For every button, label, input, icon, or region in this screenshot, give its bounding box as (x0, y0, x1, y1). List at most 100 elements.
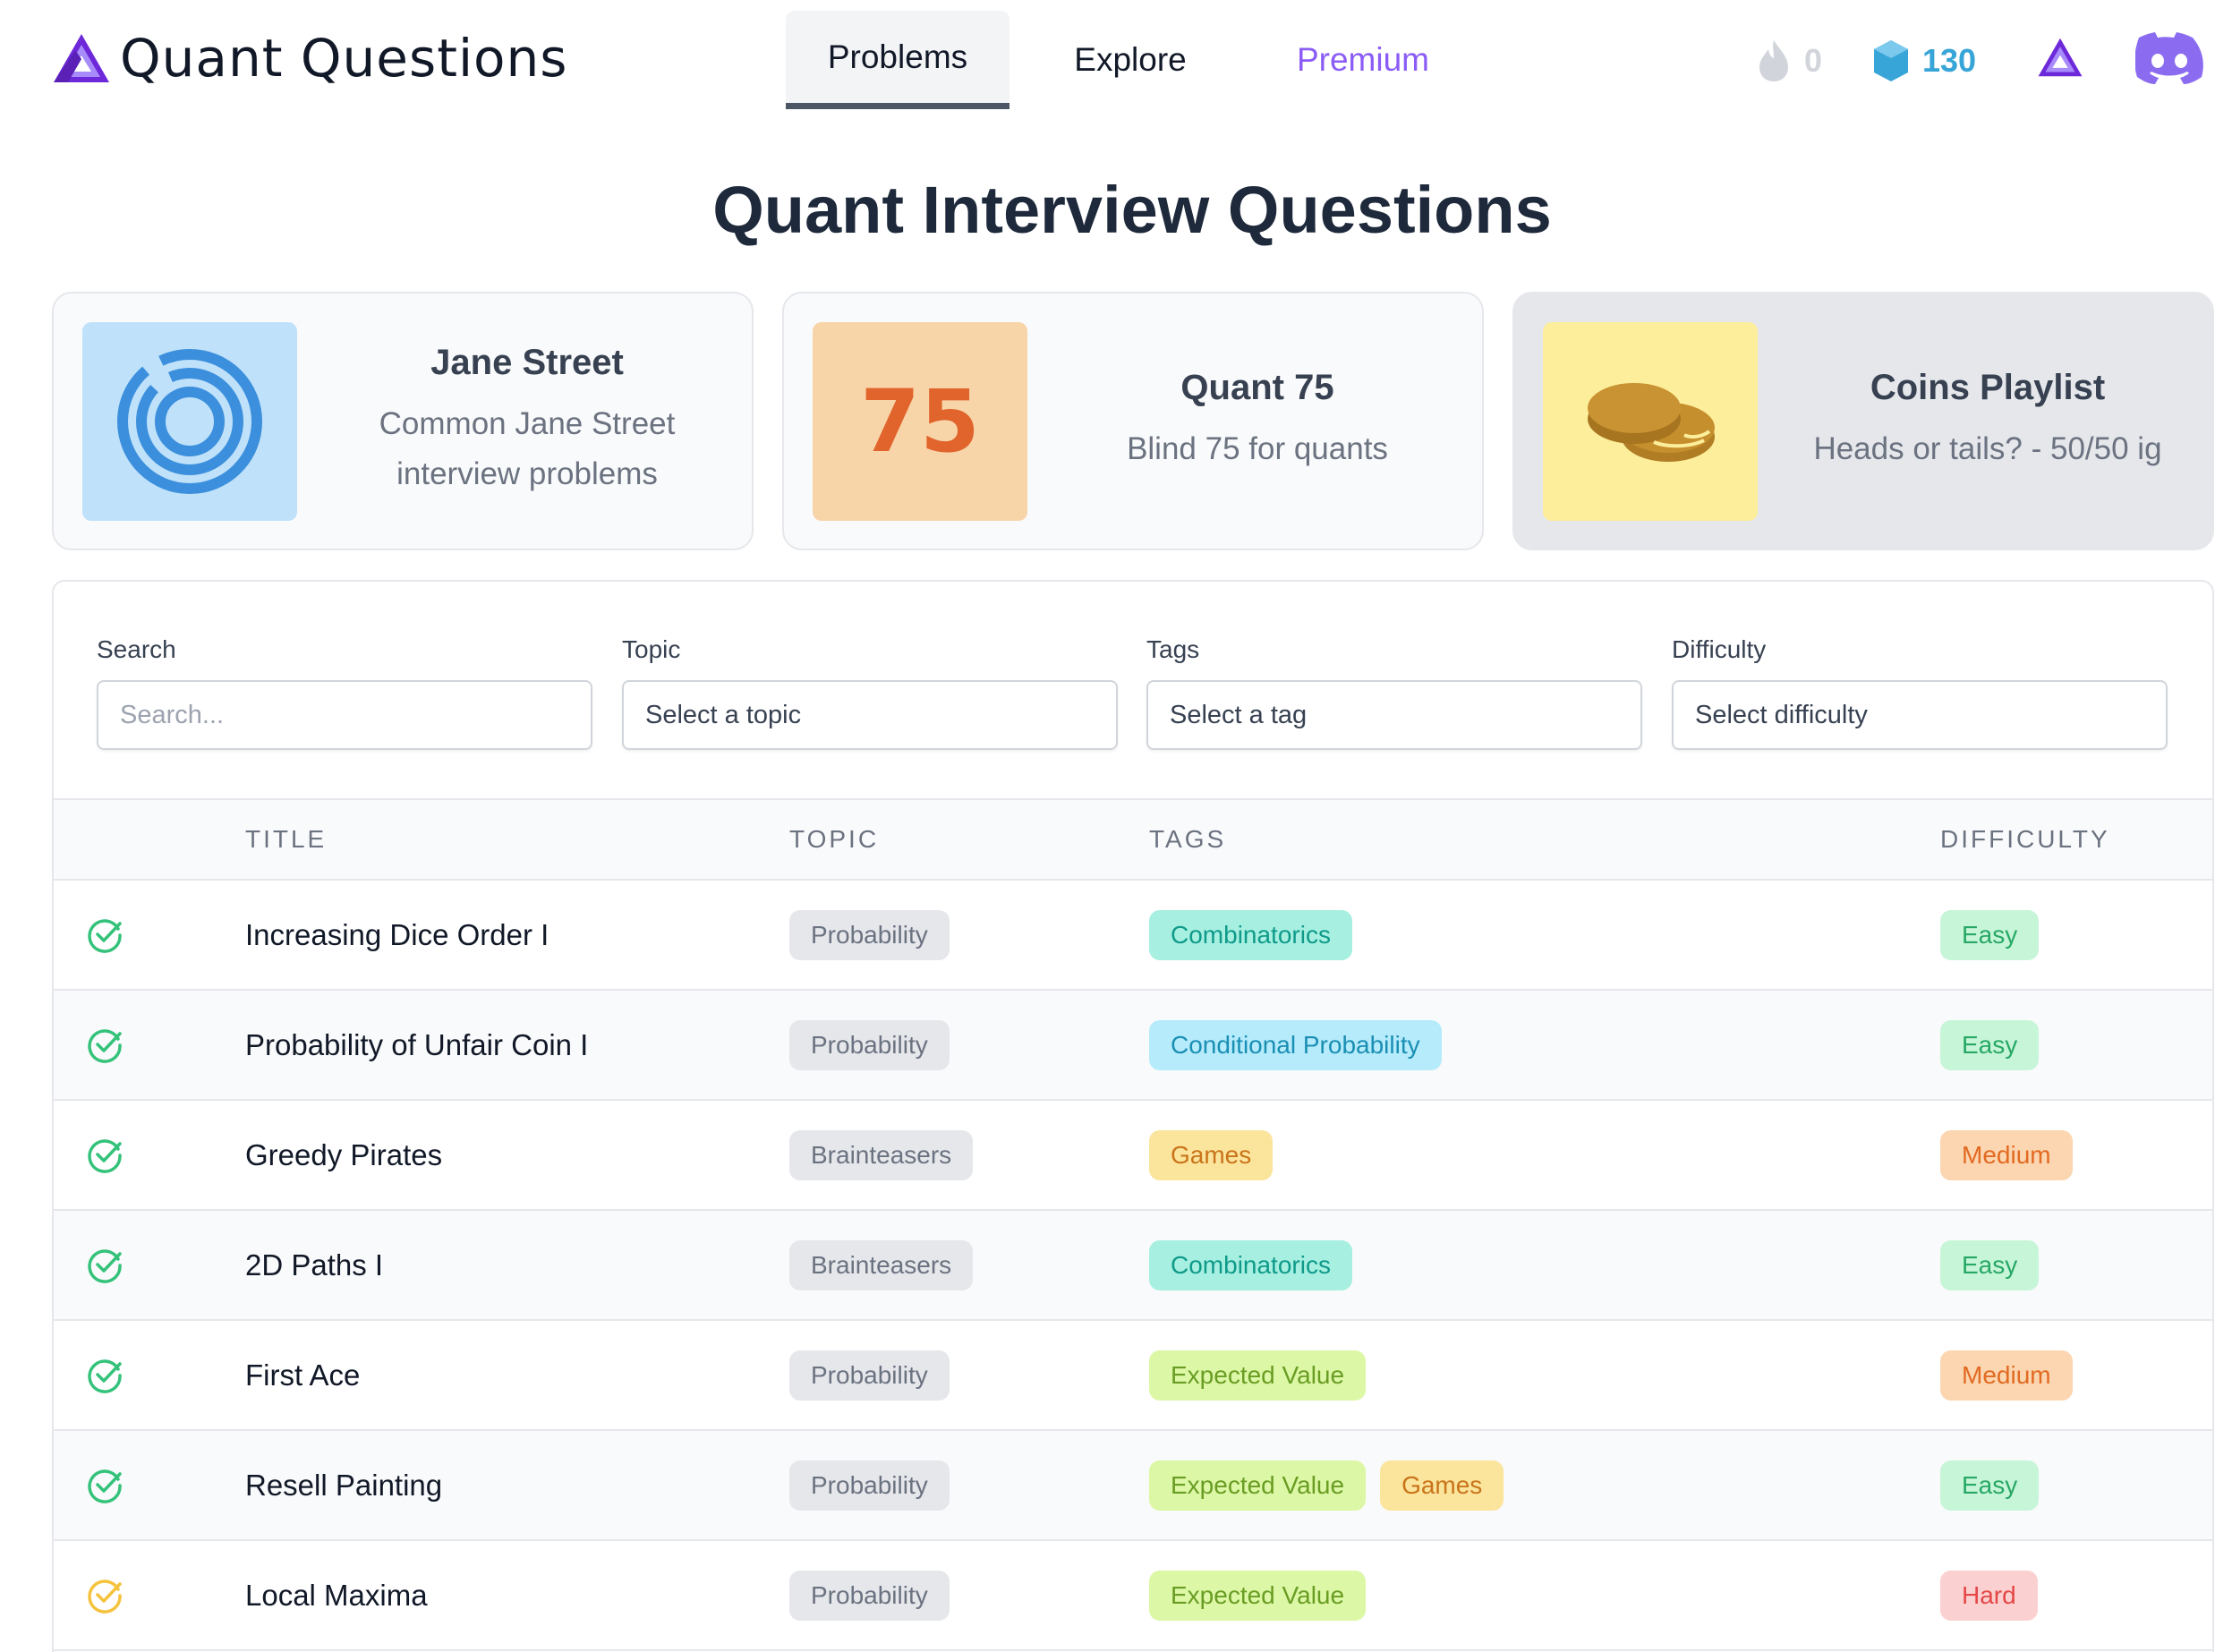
difficulty-select[interactable]: Select difficulty (1672, 680, 2168, 750)
search-filter: Search Search... (97, 635, 592, 750)
gem-count: 130 (1922, 42, 1977, 79)
tags-select[interactable]: Select a tag (1146, 680, 1642, 750)
problem-title-link[interactable]: First Ace (245, 1358, 361, 1392)
nav-tab-problems[interactable]: Problems (786, 11, 1010, 109)
table-row[interactable]: Greedy Pirates Brainteasers Games Medium (54, 1101, 2212, 1211)
tag-badge: Games (1380, 1460, 1504, 1511)
gem-counter[interactable]: 130 (1872, 36, 1976, 86)
topic-badge: Probability (789, 1460, 950, 1511)
problem-title-link[interactable]: 2D Paths I (245, 1248, 384, 1282)
solved-check-icon (88, 1358, 122, 1393)
problem-title-link[interactable]: Resell Painting (245, 1468, 443, 1502)
difficulty-cell: Easy (1940, 881, 2053, 989)
topic-cell: Brainteasers (789, 1101, 987, 1209)
problem-title-link[interactable]: Greedy Pirates (245, 1137, 443, 1171)
table-row[interactable]: First Ace Probability Expected Value Medium (54, 1321, 2212, 1431)
playlist-card-jane-street[interactable]: Jane Street Common Jane Street interview… (52, 292, 754, 550)
search-input[interactable]: Search... (97, 680, 592, 750)
status-cell (86, 1211, 124, 1319)
difficulty-cell: Medium (1940, 1321, 2087, 1429)
status-cell (86, 1321, 124, 1429)
nav-tab-premium[interactable]: Premium (1296, 41, 1430, 78)
playlist-description: Heads or tails? - 50/50 ig (1813, 431, 2162, 466)
top-nav: Quant Questions Problems Explore Premium… (0, 0, 2232, 125)
topic-badge: Brainteasers (789, 1239, 974, 1290)
quant-questions-logo-icon (54, 34, 109, 82)
tags-cell: Expected Value Games (1149, 1431, 1518, 1539)
gem-icon (1874, 40, 1908, 81)
topic-label: Topic (622, 635, 681, 663)
topic-cell: Probability (789, 1321, 964, 1429)
flame-icon (1759, 40, 1788, 81)
difficulty-cell: Hard (1940, 1541, 2052, 1649)
playlist-description: Blind 75 for quants (1127, 431, 1388, 466)
problem-title-link[interactable]: Probability of Unfair Coin I (245, 1027, 589, 1061)
tag-badge: Games (1149, 1129, 1274, 1180)
tags-filter: Tags Select a tag (1146, 635, 1642, 750)
table-row[interactable]: Increasing Dice Order I Probability Combin… (54, 881, 2212, 991)
discord-icon[interactable] (2135, 32, 2203, 84)
streak-counter[interactable]: 0 (1756, 36, 1822, 86)
tags-cell: Combinatorics (1149, 1211, 1367, 1319)
table-row[interactable]: Resell Painting Probability Expected Value… (54, 1431, 2212, 1541)
difficulty-badge: Medium (1940, 1350, 2073, 1401)
coins-thumbnail (1543, 322, 1758, 521)
problem-title-link[interactable]: Increasing Dice Order I (245, 917, 549, 951)
tags-cell: Games (1149, 1101, 1287, 1209)
playlist-card-quant-75[interactable]: 75 Quant 75 Blind 75 for quants (782, 292, 1484, 550)
tag-badge: Expected Value (1149, 1460, 1367, 1511)
difficulty-cell: Easy (1940, 1211, 2053, 1319)
playlist-card-coins[interactable]: Coins Playlist Heads or tails? - 50/50 i… (1512, 292, 2214, 550)
header-topic[interactable]: TOPIC (789, 825, 880, 853)
topic-select[interactable]: Select a topic (622, 680, 1118, 750)
topic-cell: Brainteasers (789, 1211, 987, 1319)
difficulty-badge: Easy (1940, 909, 2040, 960)
playlist-title: Quant 75 (1180, 368, 1334, 407)
difficulty-badge: Medium (1940, 1129, 2073, 1180)
difficulty-badge: Easy (1940, 1019, 2040, 1070)
playlist-title: Coins Playlist (1870, 368, 2106, 407)
tags-cell: Expected Value (1149, 1541, 1380, 1649)
difficulty-label: Difficulty (1672, 635, 1767, 663)
difficulty-cell: Easy (1940, 1431, 2053, 1539)
playlist-description: Common Jane Street interview problems (379, 406, 676, 491)
topic-cell: Probability (789, 881, 964, 989)
status-cell (86, 1101, 124, 1209)
tag-badge: Combinatorics (1149, 909, 1352, 960)
brand-logo-link[interactable]: Quant Questions (52, 27, 568, 89)
topic-badge: Brainteasers (789, 1129, 974, 1180)
streak-count: 0 (1804, 42, 1823, 79)
status-cell (86, 991, 124, 1099)
playlist-title: Jane Street (430, 343, 624, 382)
topic-cell: Probability (789, 1541, 964, 1649)
solved-check-icon (88, 1248, 122, 1283)
tag-badge: Conditional Probability (1149, 1019, 1442, 1070)
topic-cell: Probability (789, 1431, 964, 1539)
profile-logo-icon[interactable] (2037, 34, 2083, 81)
table-header: TITLE TOPIC TAGS DIFFICULTY (54, 798, 2212, 881)
table-row[interactable]: Probability of Unfair Coin I Probability C… (54, 991, 2212, 1101)
table-row[interactable]: Local Maxima Probability Expected Value Har… (54, 1541, 2212, 1651)
brand-name: Quant Questions (120, 28, 568, 89)
jane-street-logo-icon (117, 349, 262, 494)
tag-badge: Combinatorics (1149, 1239, 1352, 1290)
difficulty-filter: Difficulty Select difficulty (1672, 635, 2168, 750)
solved-check-icon (88, 1138, 122, 1173)
header-difficulty[interactable]: DIFFICULTY (1940, 825, 2110, 853)
quant-75-badge-text: 75 (860, 371, 980, 472)
problem-title-link[interactable]: Local Maxima (245, 1578, 428, 1612)
topic-badge: Probability (789, 1350, 950, 1401)
tag-badge: Expected Value (1149, 1570, 1367, 1621)
coins-icon (1588, 383, 1715, 462)
table-row[interactable]: 2D Paths I Brainteasers Combinatorics Easy (54, 1211, 2212, 1321)
topic-filter: Topic Select a topic (622, 635, 1118, 750)
topic-cell: Probability (789, 991, 964, 1099)
nav-tab-explore[interactable]: Explore (1074, 41, 1187, 78)
topic-badge: Probability (789, 1570, 950, 1621)
tags-cell: Combinatorics (1149, 881, 1367, 989)
header-title[interactable]: TITLE (245, 825, 328, 853)
difficulty-badge: Easy (1940, 1460, 2040, 1511)
header-tags[interactable]: TAGS (1149, 825, 1227, 853)
difficulty-cell: Medium (1940, 1101, 2087, 1209)
status-cell (86, 881, 124, 989)
